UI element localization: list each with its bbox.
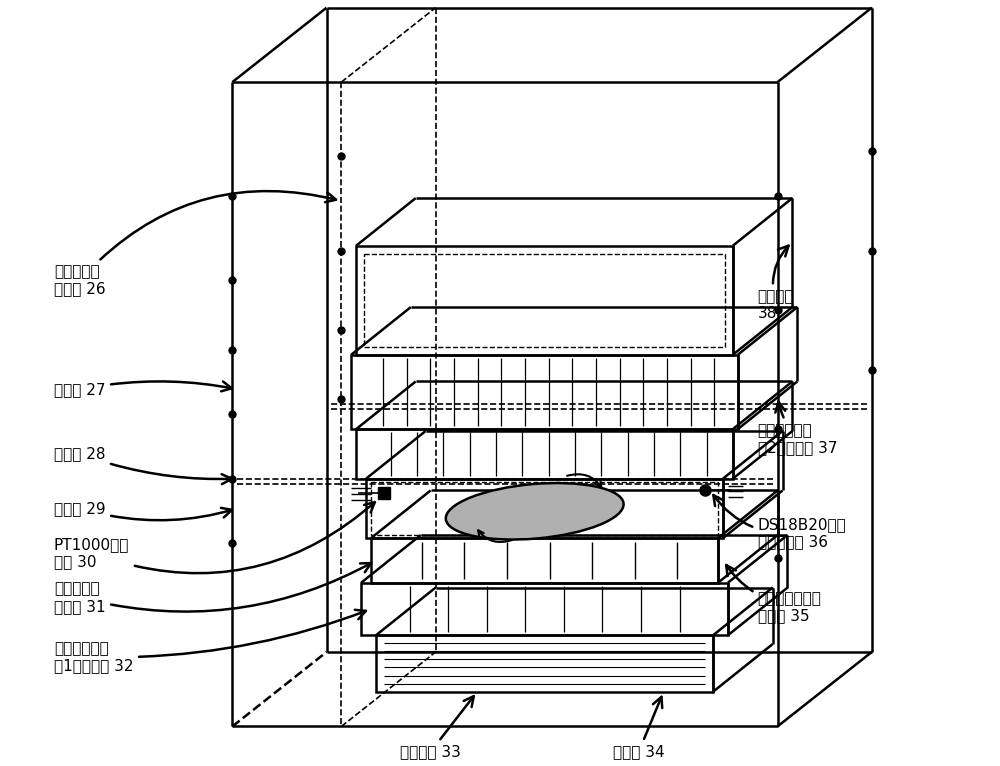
- Text: 导冷风扇 33: 导冷风扇 33: [400, 696, 474, 759]
- Text: 散热风扇
38: 散热风扇 38: [758, 246, 794, 321]
- Bar: [371, 538, 718, 583]
- Bar: [356, 429, 733, 479]
- Bar: [364, 254, 725, 347]
- Text: 柔性蛇形热
敏电阻 31: 柔性蛇形热 敏电阻 31: [54, 563, 371, 614]
- Bar: [361, 583, 728, 635]
- Bar: [366, 479, 723, 538]
- Bar: [371, 482, 718, 535]
- Text: 隔热板 28: 隔热板 28: [54, 447, 232, 484]
- Bar: [356, 246, 733, 355]
- Text: DS18B20数字
温度传感器 36: DS18B20数字 温度传感器 36: [713, 495, 846, 549]
- Ellipse shape: [446, 483, 624, 539]
- Text: 散热片 27: 散热片 27: [54, 381, 232, 397]
- Text: 保温棉 29: 保温棉 29: [54, 501, 232, 520]
- Text: 半导体制冷片
（2）致冷面 37: 半导体制冷片 （2）致冷面 37: [758, 402, 837, 455]
- Text: 导冷片 34: 导冷片 34: [613, 697, 665, 759]
- Bar: [376, 635, 713, 692]
- Text: PT1000热敏
电阻 30: PT1000热敏 电阻 30: [54, 502, 375, 573]
- Bar: [351, 355, 738, 429]
- Text: 半导体制冷片
（1）发热面 32: 半导体制冷片 （1）发热面 32: [54, 610, 366, 673]
- Text: 热释电能量收集
器样品 35: 热释电能量收集 器样品 35: [726, 565, 822, 624]
- Text: 可变容积安
装支架 26: 可变容积安 装支架 26: [54, 191, 336, 296]
